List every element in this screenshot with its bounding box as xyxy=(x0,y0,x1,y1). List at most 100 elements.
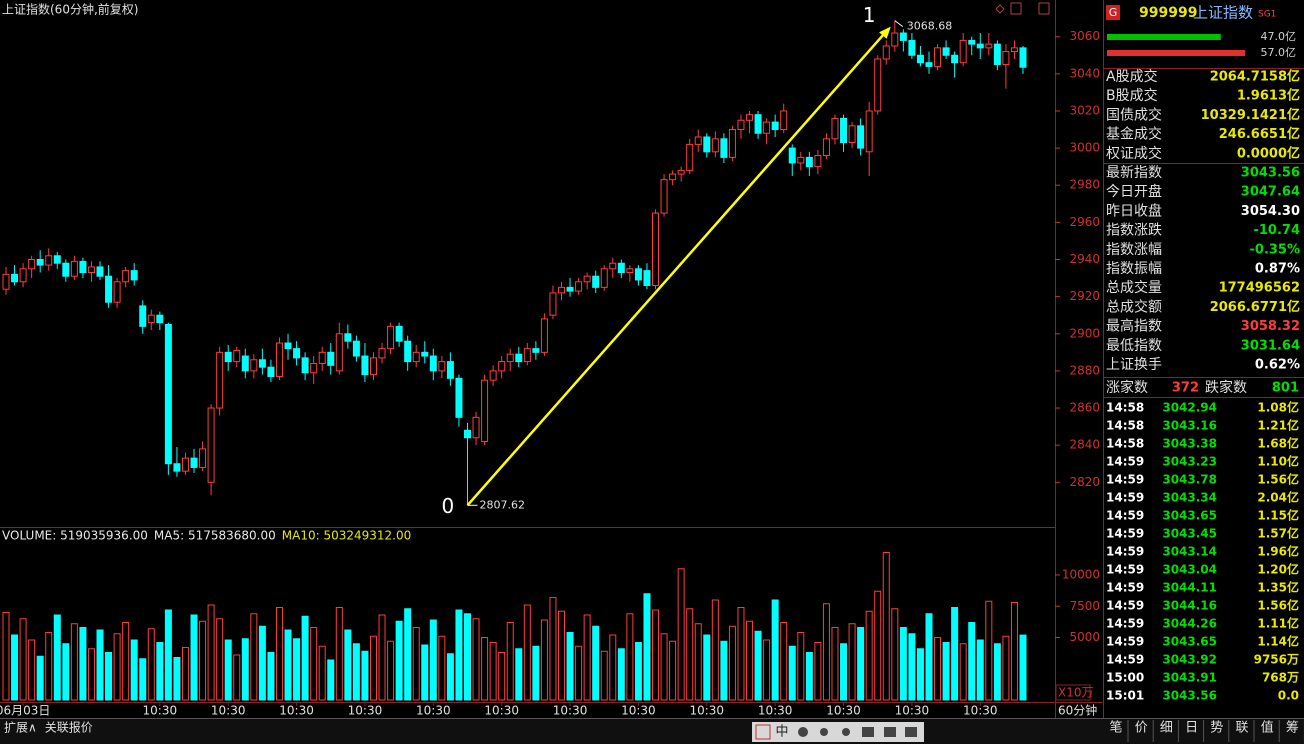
volume-bar xyxy=(840,643,848,701)
candle-body xyxy=(79,260,87,273)
candle-body xyxy=(694,136,702,145)
volume-bar xyxy=(62,643,70,701)
candle-body xyxy=(412,351,420,363)
breadth-label: 涨家数 xyxy=(1106,379,1148,396)
trade-volume: 1.56亿 xyxy=(1257,472,1299,487)
volume-bar xyxy=(258,625,266,701)
candle-body xyxy=(558,286,566,294)
trade-price: 3043.16 xyxy=(1162,419,1217,433)
breadth-value: 801 xyxy=(1272,381,1299,396)
panel-tab[interactable]: 筹 xyxy=(1286,720,1299,736)
volume-bar xyxy=(558,610,566,701)
panel-tab[interactable]: 势 xyxy=(1210,720,1223,736)
x-tick-label: 10:30 xyxy=(553,704,588,718)
volume-bar xyxy=(916,648,924,701)
x-tick-label: 10:30 xyxy=(416,704,451,718)
toolbar-icons[interactable] xyxy=(798,727,917,737)
candle-body xyxy=(857,125,865,149)
candle-body xyxy=(11,273,19,283)
candle-body xyxy=(993,43,1001,66)
trade-time: 14:59 xyxy=(1106,563,1144,577)
footer-button[interactable]: 关联报价 xyxy=(45,720,93,735)
trade-price: 3044.26 xyxy=(1162,617,1217,631)
candle-body xyxy=(96,266,104,277)
volume-bar xyxy=(224,639,232,701)
volume-bar xyxy=(523,604,531,701)
volume-bar xyxy=(2,612,10,701)
candle-body xyxy=(28,259,36,270)
toolbar[interactable] xyxy=(752,722,924,742)
trade-price: 3043.91 xyxy=(1162,671,1217,685)
toolbar-icon[interactable] xyxy=(755,724,771,740)
candle-body xyxy=(549,292,557,316)
volume-bar xyxy=(865,610,873,701)
candle-body xyxy=(840,117,848,144)
candle-body xyxy=(293,348,301,359)
stat-label: 权证成交 xyxy=(1106,145,1162,162)
candle-body xyxy=(233,349,241,363)
bottom-bar xyxy=(0,718,1304,744)
trade-volume: 1.21亿 xyxy=(1257,418,1299,433)
wave-label: 1 xyxy=(863,3,876,27)
panel-tab[interactable]: 价 xyxy=(1135,721,1148,736)
candle-body xyxy=(130,270,138,281)
tag: SG1 xyxy=(1258,10,1276,20)
volume-bar xyxy=(395,620,403,701)
volume-bar xyxy=(173,657,181,701)
candle-body xyxy=(438,361,446,372)
volume-bar xyxy=(660,633,668,701)
candle-body xyxy=(446,361,454,379)
trade-time: 14:58 xyxy=(1106,437,1144,451)
volume-bar xyxy=(771,599,779,701)
candle-body xyxy=(498,361,506,372)
volume-bar xyxy=(643,593,651,701)
candle-body xyxy=(515,353,523,363)
stat-value: 177496562 xyxy=(1219,281,1300,296)
y-tick-label: 2980 xyxy=(1069,178,1100,192)
volume-bar xyxy=(216,618,224,701)
volume-bar xyxy=(122,622,130,701)
candle-body xyxy=(746,114,754,121)
candle-body xyxy=(395,325,403,342)
candle-body xyxy=(600,268,608,288)
volume-bar xyxy=(472,618,480,701)
volume-bar xyxy=(532,645,540,701)
volume-bar xyxy=(634,642,642,701)
stat-value: 3043.56 xyxy=(1241,166,1300,181)
trade-time: 14:59 xyxy=(1106,473,1144,487)
volume-bar xyxy=(207,604,215,701)
candle-body xyxy=(1010,47,1018,53)
panel-tab[interactable]: 日 xyxy=(1185,721,1198,736)
volume-bar xyxy=(156,642,164,701)
volume-bar xyxy=(540,619,548,701)
panel-tab[interactable]: 联 xyxy=(1235,721,1248,736)
window-controls[interactable] xyxy=(995,2,1050,15)
trade-price: 3043.65 xyxy=(1162,509,1217,523)
candle-body xyxy=(677,169,685,175)
candle-body xyxy=(720,138,728,158)
volume-bar xyxy=(780,622,788,701)
volume-bar xyxy=(728,625,736,701)
stat-value: 2064.7158亿 xyxy=(1210,69,1300,85)
panel-tab[interactable]: 笔 xyxy=(1109,720,1122,736)
panel-tab[interactable]: 值 xyxy=(1261,720,1274,736)
trade-volume: 768万 xyxy=(1262,671,1299,685)
candle-body xyxy=(87,266,95,273)
trade-volume: 0.0 xyxy=(1278,689,1299,703)
trade-time: 14:59 xyxy=(1106,455,1144,469)
stat-label: 今日开盘 xyxy=(1106,183,1162,200)
trade-volume: 1.96亿 xyxy=(1257,544,1299,559)
toolbar-label[interactable]: 中 xyxy=(775,725,788,740)
footer-button[interactable]: 扩展∧ xyxy=(4,721,37,735)
stat-value: 3031.64 xyxy=(1241,338,1300,353)
candle-body xyxy=(669,173,677,181)
trade-price: 3043.92 xyxy=(1162,653,1217,667)
candle-body xyxy=(267,366,275,377)
trade-price: 3043.78 xyxy=(1162,473,1217,487)
volume-bar xyxy=(344,629,352,701)
candle-body xyxy=(284,342,292,350)
candle-body xyxy=(318,351,326,364)
volume-bar xyxy=(592,625,600,701)
panel-tab[interactable]: 细 xyxy=(1160,721,1173,736)
breadth-value: 372 xyxy=(1172,381,1199,396)
